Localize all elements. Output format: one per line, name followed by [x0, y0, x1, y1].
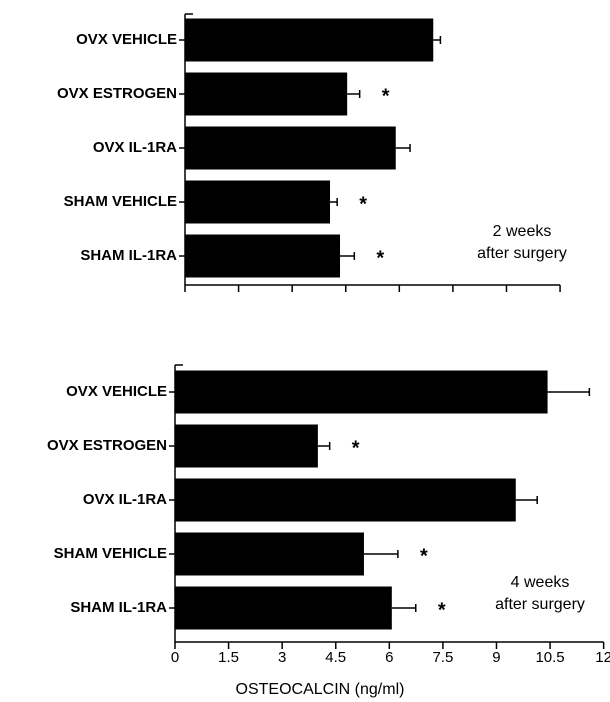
bar [185, 72, 348, 116]
bar [185, 18, 434, 62]
significance-marker: * [376, 247, 384, 269]
x-tick-label: 6 [385, 649, 393, 666]
x-tick-label: 10.5 [535, 649, 564, 666]
bar [185, 180, 331, 224]
annotation: 2 weeks [493, 223, 552, 240]
x-tick-label: 9 [492, 649, 500, 666]
bar [175, 586, 392, 630]
category-label: OVX IL-1RA [93, 139, 177, 156]
x-tick-label: 12 [595, 649, 610, 666]
significance-marker: * [420, 545, 428, 567]
bar [185, 126, 396, 170]
category-label: OVX IL-1RA [83, 491, 167, 508]
significance-marker: * [352, 437, 360, 459]
x-tick-label: 3 [278, 649, 286, 666]
bar [175, 424, 318, 468]
category-label: SHAM IL-1RA [80, 247, 177, 264]
significance-marker: * [382, 85, 390, 107]
category-label: OVX VEHICLE [66, 383, 167, 400]
significance-marker: * [359, 193, 367, 215]
category-label: OVX ESTROGEN [57, 85, 177, 102]
bar [185, 234, 341, 278]
category-label: SHAM VEHICLE [64, 193, 177, 210]
significance-marker: * [438, 599, 446, 621]
x-tick-label: 7.5 [432, 649, 453, 666]
bar [175, 532, 364, 576]
annotation: after surgery [495, 596, 585, 613]
category-label: SHAM IL-1RA [70, 599, 167, 616]
x-tick-label: 0 [171, 649, 179, 666]
x-tick-label: 1.5 [218, 649, 239, 666]
bar [175, 370, 548, 414]
annotation: after surgery [477, 245, 567, 262]
category-label: OVX ESTROGEN [47, 437, 167, 454]
bar [175, 478, 516, 522]
annotation: 4 weeks [511, 574, 570, 591]
x-axis-label: OSTEOCALCIN (ng/ml) [236, 681, 405, 698]
category-label: OVX VEHICLE [76, 31, 177, 48]
category-label: SHAM VEHICLE [54, 545, 167, 562]
x-tick-label: 4.5 [325, 649, 346, 666]
